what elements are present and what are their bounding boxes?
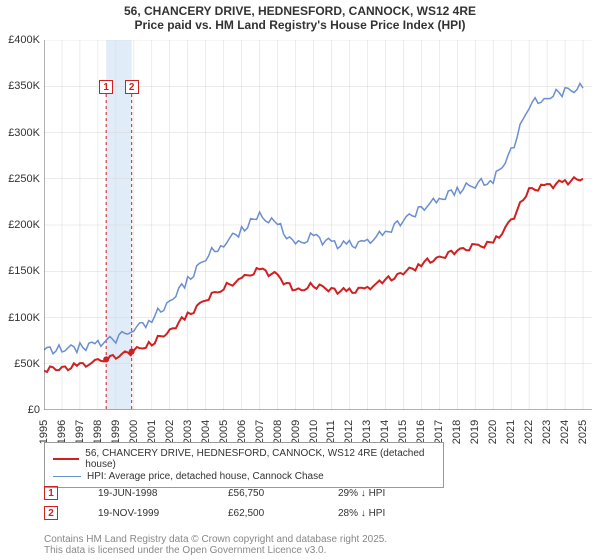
trade-date: 19-JUN-1998 [98,488,188,499]
trade-dot-2 [129,348,135,354]
legend-label: HPI: Average price, detached house, Cann… [87,471,324,482]
trade-price: £62,500 [228,508,298,519]
y-tick-label: £200K [0,219,40,231]
y-tick-label: £50K [0,358,40,370]
trade-delta: 29% ↓ HPI [338,488,385,499]
trade-row-1: 1 19-JUN-1998 £56,750 29% ↓ HPI [44,486,385,500]
y-tick-label: £100K [0,312,40,324]
chart-svg [44,40,592,410]
title-line1: 56, CHANCERY DRIVE, HEDNESFORD, CANNOCK,… [0,4,600,18]
trade-dot-1 [103,356,109,362]
legend-swatch [53,476,81,478]
x-tick-label: 2021 [505,417,517,447]
x-tick-label: 2022 [523,417,535,447]
footer: Contains HM Land Registry data © Crown c… [44,534,387,556]
legend: 56, CHANCERY DRIVE, HEDNESFORD, CANNOCK,… [44,442,444,488]
y-tick-label: £300K [0,127,40,139]
title-line2: Price paid vs. HM Land Registry's House … [0,18,600,32]
trade-date: 19-NOV-1999 [98,508,188,519]
footer-line2: This data is licensed under the Open Gov… [44,545,387,556]
chart-area: £0£50K£100K£150K£200K£250K£300K£350K£400… [44,40,592,410]
x-tick-label: 2023 [541,417,553,447]
legend-label: 56, CHANCERY DRIVE, HEDNESFORD, CANNOCK,… [85,448,435,470]
x-tick-label: 2025 [577,417,589,447]
trade-marker-2: 2 [44,506,58,520]
x-tick-label: 2020 [487,417,499,447]
y-tick-label: £150K [0,265,40,277]
legend-swatch [53,458,79,460]
y-tick-label: £0 [0,404,40,416]
y-tick-label: £400K [0,34,40,46]
x-tick-label: 2018 [451,417,463,447]
chart-marker-1: 1 [99,80,113,94]
trade-delta: 28% ↓ HPI [338,508,385,519]
trade-marker-1: 1 [44,486,58,500]
trade-row-2: 2 19-NOV-1999 £62,500 28% ↓ HPI [44,506,385,520]
x-tick-label: 2024 [559,417,571,447]
chart-marker-2: 2 [125,80,139,94]
y-tick-label: £350K [0,80,40,92]
legend-row: 56, CHANCERY DRIVE, HEDNESFORD, CANNOCK,… [53,448,435,470]
trade-price: £56,750 [228,488,298,499]
legend-row: HPI: Average price, detached house, Cann… [53,471,435,482]
chart-title: 56, CHANCERY DRIVE, HEDNESFORD, CANNOCK,… [0,0,600,34]
x-tick-label: 2019 [469,417,481,447]
footer-line1: Contains HM Land Registry data © Crown c… [44,534,387,545]
y-tick-label: £250K [0,173,40,185]
